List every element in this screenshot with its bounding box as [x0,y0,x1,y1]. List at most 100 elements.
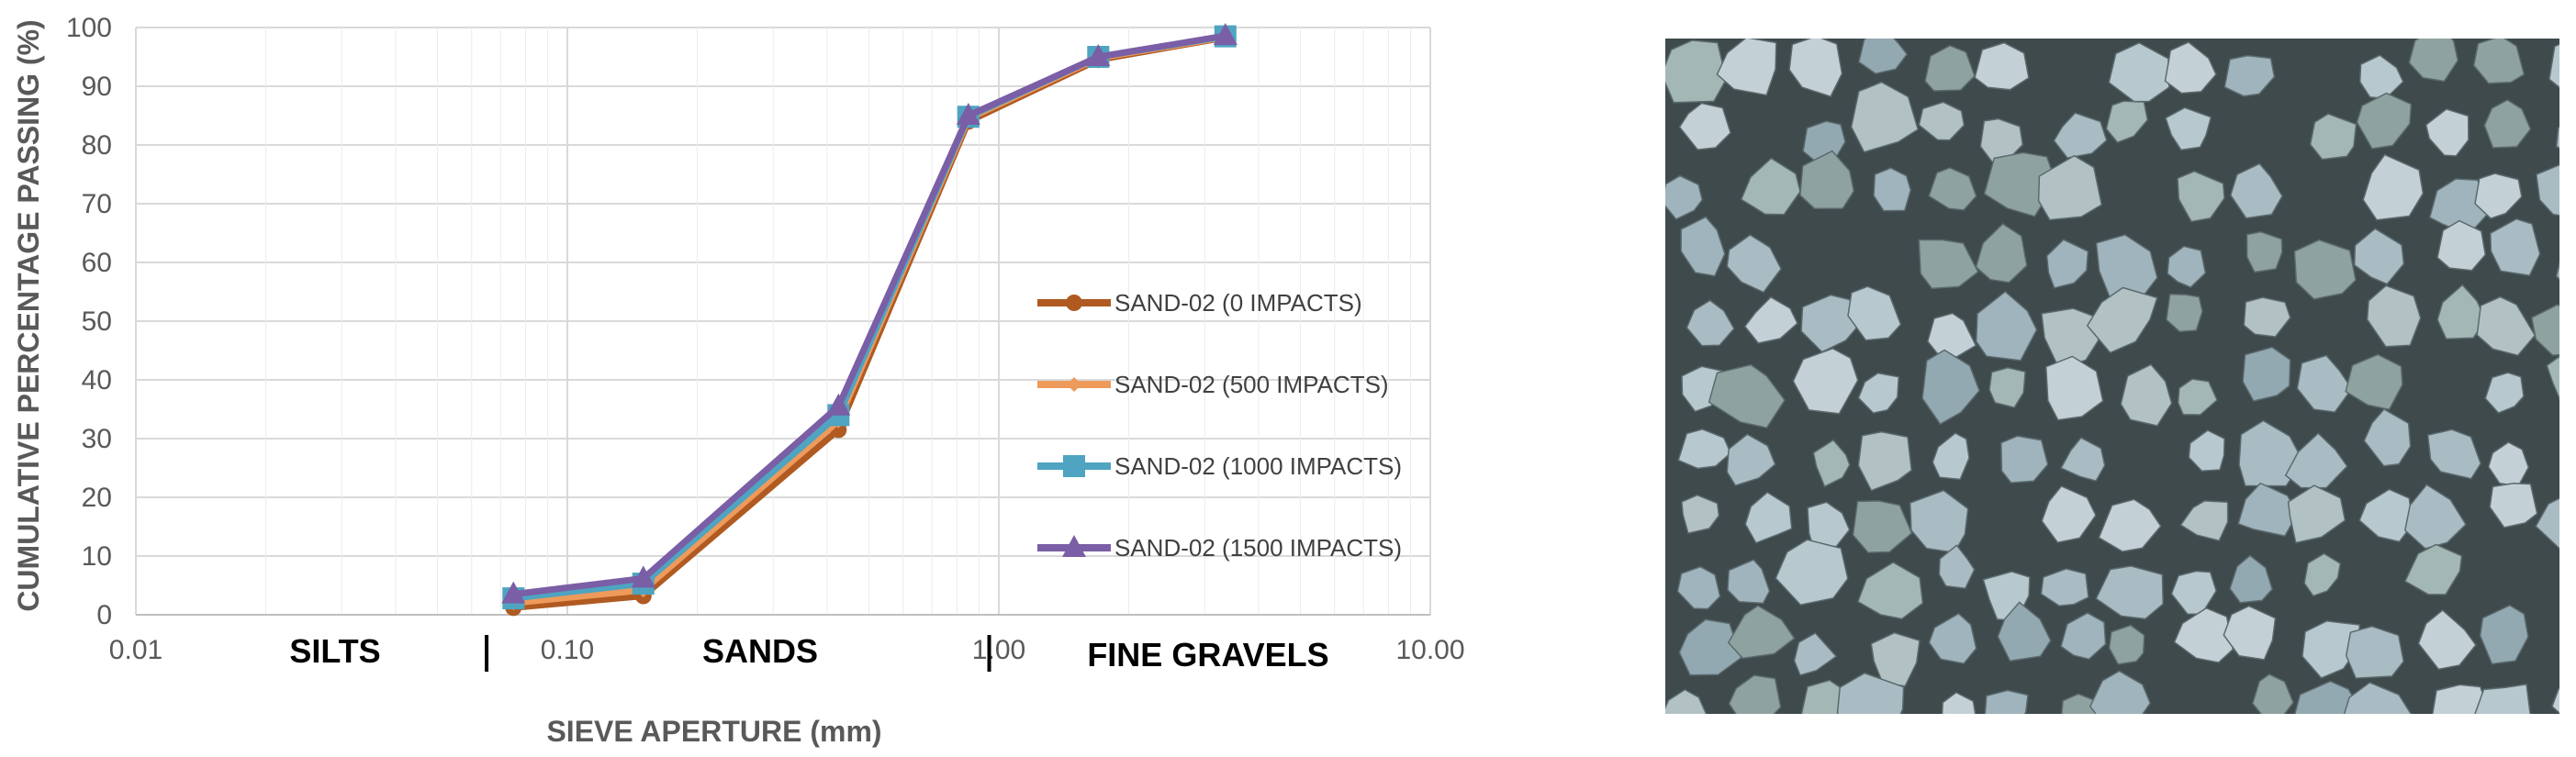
sand-grain [2436,284,2487,340]
sand-grain [2165,106,2212,151]
data-point [1086,44,1111,66]
legend-label: SAND-02 (1000 IMPACTS) [1114,452,1402,480]
legend-entry: SAND-02 (0 IMPACTS) [1037,289,1362,317]
x-tick-label: 0.01 [109,635,162,665]
series-0 [505,28,1234,617]
x-axis-title: SIEVE APERTURE (mm) [546,715,881,748]
sand-grain [2484,372,2525,414]
sand-grain [1857,372,1899,414]
legend-marker [1063,455,1085,477]
sand-grain [2489,483,2538,529]
sand-grain [1727,559,1771,605]
sand-grain [2179,500,2229,542]
sand-grain [2426,429,2482,480]
sand-grain [2060,437,2106,482]
sand-grain [1800,294,1857,353]
sand-grain [2555,126,2559,150]
sand-grain [2086,286,2158,354]
y-tick-label: 90 [82,72,112,102]
sand-grain [1665,688,1708,714]
sand-grain [2041,484,2097,544]
y-tick-label: 100 [66,13,112,43]
sand-grain [2053,112,2108,159]
sand-grain [2287,484,2346,544]
sand-grains-image [1665,39,2559,714]
x-tick-label: 10.00 [1395,635,1464,665]
sand-grain [1988,367,2026,408]
sand-grain [2403,543,2463,596]
sand-grain [1775,539,1849,607]
y-tick-label: 20 [82,483,112,513]
series-3 [501,22,1238,604]
sand-grain [1678,102,1731,150]
sand-grain [1873,167,1912,212]
legend-entry: SAND-02 (1000 IMPACTS) [1037,452,1402,480]
sand-grain [1681,494,1720,534]
sand-grain [2345,353,2403,411]
sand-grain [2223,54,2276,97]
sand-grain [1726,433,1776,486]
region-label: SANDS [702,632,818,670]
sand-grain [2243,296,2291,338]
sand-grain [2345,625,2405,679]
sand-grain [1928,612,1977,664]
sand-grain [1941,691,1977,714]
sand-grain [1680,216,1726,277]
data-point [631,565,655,588]
sand-grain [2108,41,2170,103]
sand-grain [2246,231,2283,273]
sand-grain [1799,150,1855,210]
sand-grain [2251,674,2294,714]
sand-grain [2302,620,2360,679]
sand-grain [2436,219,2487,272]
sand-grain [2237,482,2299,537]
y-tick-label: 50 [82,306,112,337]
sand-grain [2472,39,2526,84]
axes: 0 10 20 30 40 50 60 70 80 90 100 0.01 0.10 1.00 10.00 [66,13,1465,665]
sand-grain [1708,363,1786,429]
data-point [956,103,980,125]
sand-grain [2403,484,2467,550]
legend-label: SAND-02 (0 IMPACTS) [1114,289,1362,317]
legend-entry: SAND-02 (1500 IMPACTS) [1037,534,1402,562]
sand-grain [2490,217,2541,277]
sand-grain [2242,346,2291,402]
sand-grain [1938,544,1976,590]
sand-grain [2188,429,2225,472]
sand-grain [1676,565,1721,610]
sand-grain [2358,488,2414,543]
sand-grain [2045,239,2089,289]
data-point [826,393,851,416]
legend-label: SAND-02 (500 IMPACTS) [1114,371,1389,398]
y-axis-title: CUMULATIVE PERCENTAGE PASSING (%) [12,19,45,611]
grid [135,27,1431,616]
series-line [512,33,1226,607]
legend-label: SAND-02 (1500 IMPACTS) [1114,534,1402,562]
y-tick-label: 0 [96,600,112,630]
sand-grain [2040,568,2089,607]
sand-grain [1918,239,1979,290]
sand-grain [1928,167,1977,211]
sand-grain [2229,162,2283,219]
sand-grain [1856,562,1924,620]
sand-grain [2425,108,2470,157]
sand-grain [1728,674,1782,714]
sand-grain [2417,609,2477,671]
sand-grain [1975,290,2038,362]
y-tick-label: 10 [82,541,112,572]
legend-marker [1062,535,1086,557]
sand-grain [1792,347,1859,415]
sand-grains-photo [1665,39,2559,714]
sand-grain [2293,239,2357,300]
sand-grain [2164,41,2217,95]
sand-grain [2000,435,2049,484]
sand-grain [2238,419,2304,487]
sand-grain [2548,43,2559,89]
sand-grain [2303,552,2342,597]
sand-grain [2474,173,2523,219]
sand-grain [2483,99,2532,149]
sand-grain [1812,439,1851,488]
data-point [501,581,526,604]
sand-grain [1727,605,1796,660]
